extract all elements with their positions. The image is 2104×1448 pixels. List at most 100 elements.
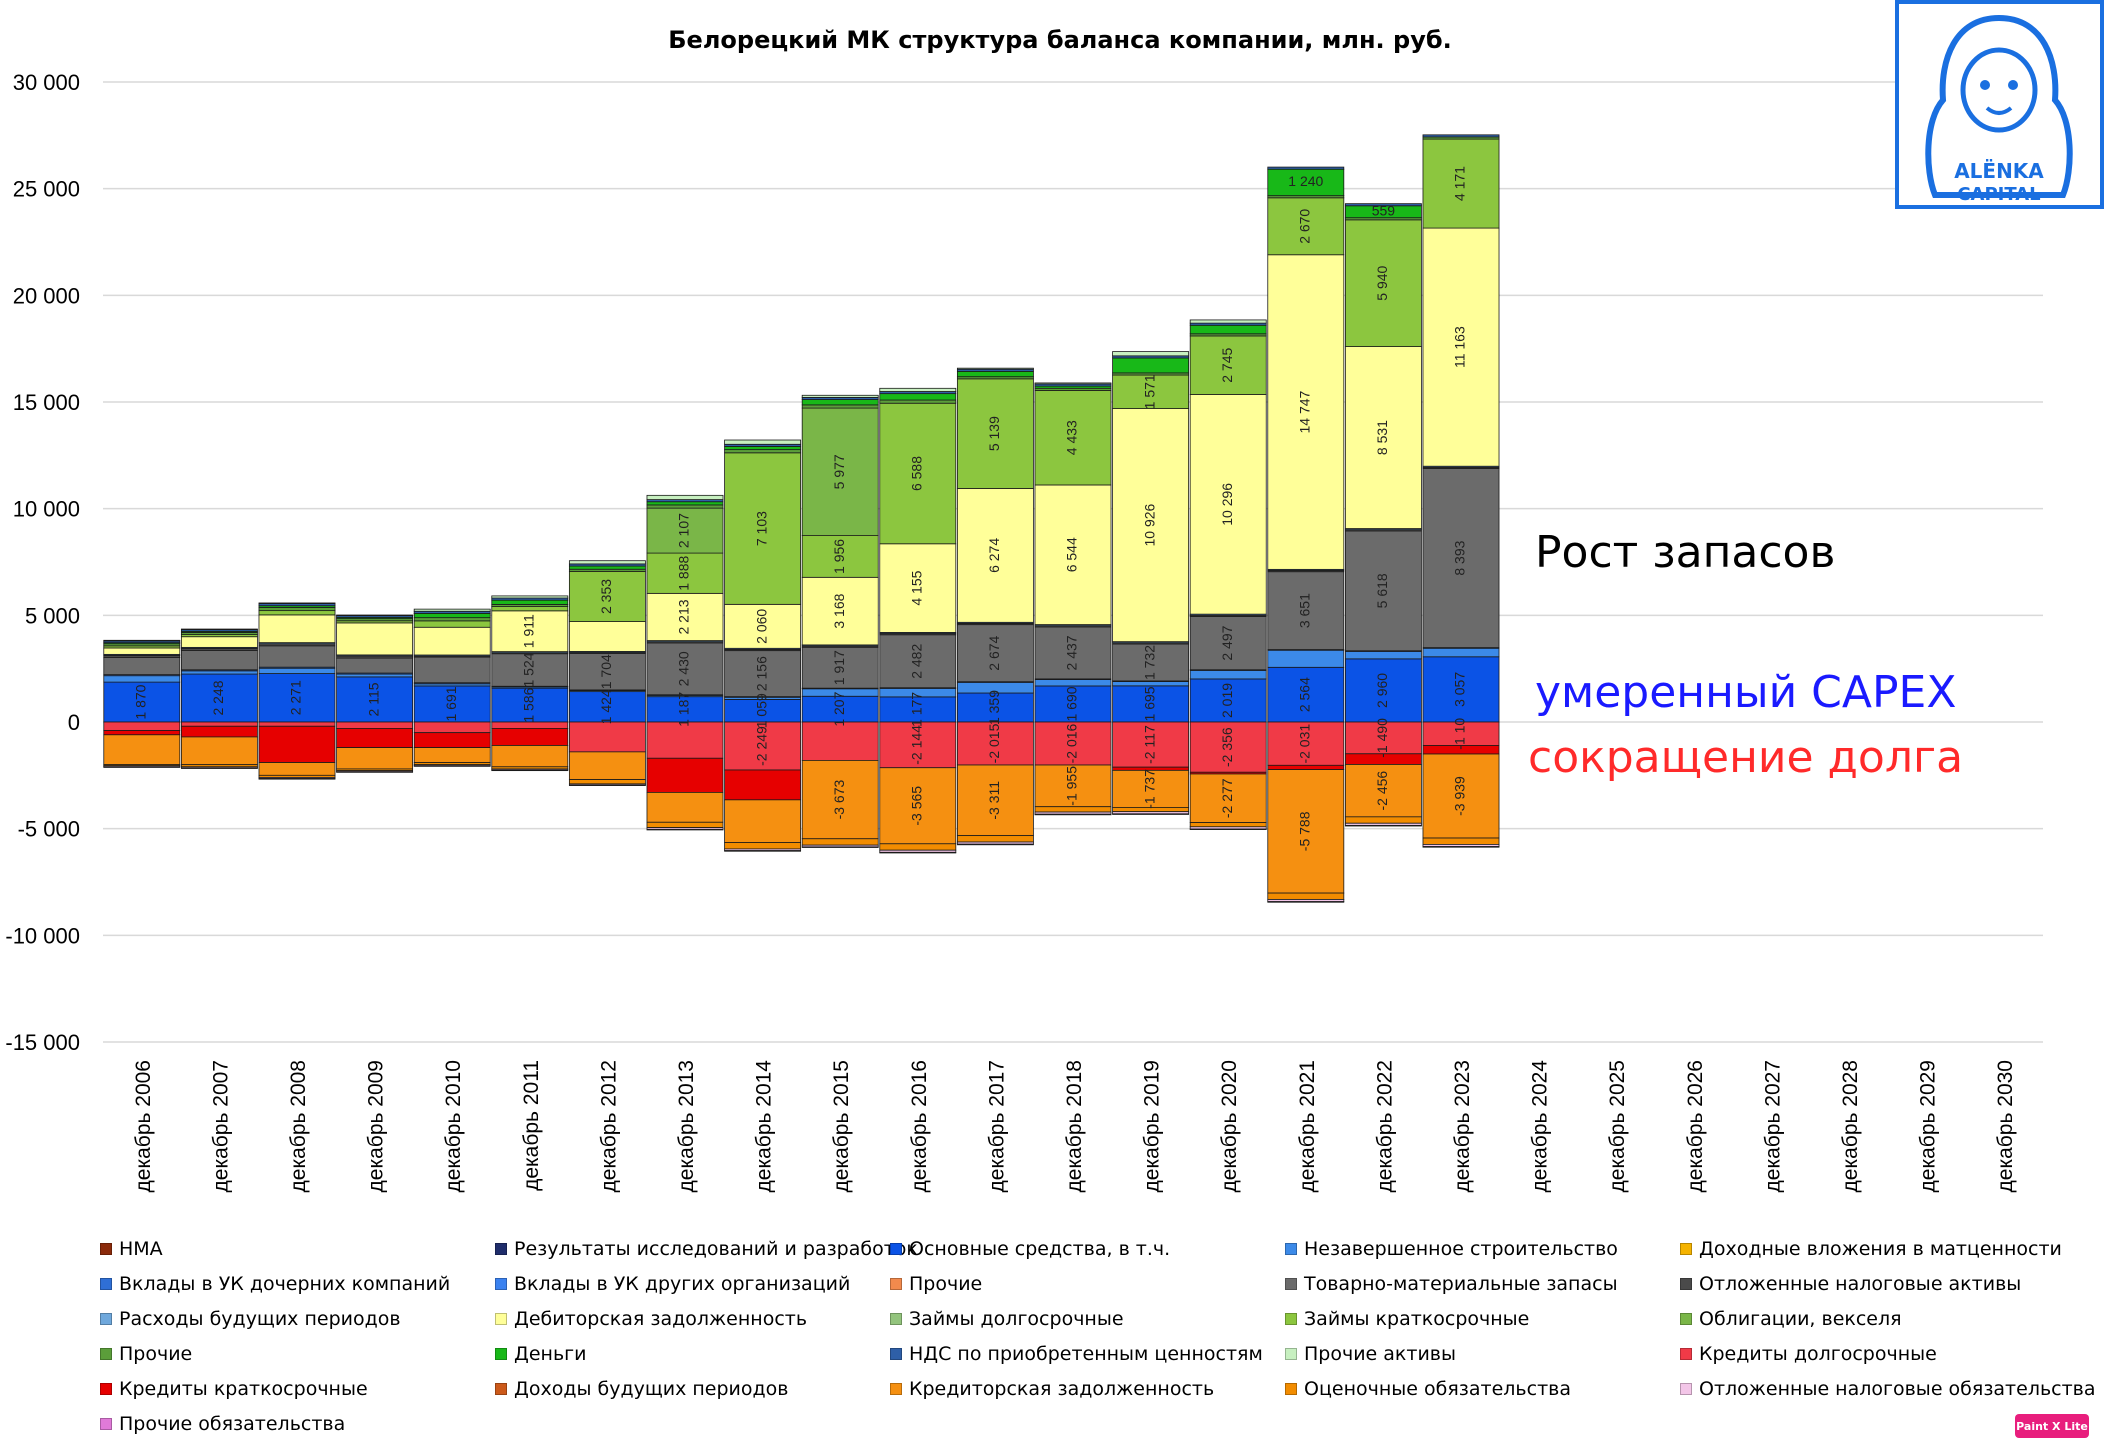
data-label: 1 359: [986, 690, 1002, 725]
x-tick-label: декабрь 2018: [1063, 1060, 1086, 1192]
data-label: 1 704: [598, 654, 614, 689]
bar-segment: [724, 446, 802, 451]
bar-segment: [491, 687, 569, 723]
data-label: 2 115: [365, 682, 381, 716]
legend-entry: Займы краткосрочные: [1285, 1304, 1680, 1333]
legend-swatch: [1680, 1312, 1692, 1325]
bar-segment: [956, 835, 1034, 843]
data-label: 1 177: [909, 692, 925, 727]
bar-segment: [646, 504, 724, 509]
legend-entry: Доходные вложения в матценности: [1680, 1234, 2080, 1263]
x-tick-label: декабрь 2019: [1141, 1060, 1164, 1192]
legend-swatch: [495, 1312, 507, 1325]
bar-segment: [956, 378, 1034, 489]
data-label: 2 156: [753, 656, 769, 691]
bar-segment: [724, 842, 802, 850]
data-label: -3 311: [986, 781, 1002, 820]
bar-segment: [258, 610, 336, 616]
data-label: -1 490: [1374, 718, 1390, 758]
legend-swatch: [1680, 1277, 1692, 1290]
data-label: -5 788: [1297, 811, 1313, 851]
legend-label: Прочие активы: [1304, 1342, 1457, 1365]
data-label: -2 031: [1297, 724, 1313, 764]
bar-segment: [1189, 319, 1267, 324]
x-tick-label: декабрь 2011: [520, 1060, 543, 1191]
alenka-capital-logo: ALЁNKA CAPITAL: [1895, 0, 2104, 209]
data-label: -2 277: [1219, 778, 1235, 818]
bar-segment: [956, 367, 1034, 370]
bar-segment: [1422, 753, 1500, 839]
legend-entry: НМА: [100, 1234, 495, 1263]
legend-swatch: [100, 1382, 112, 1395]
legend-label: НМА: [119, 1237, 163, 1260]
bar-segment: [956, 624, 1034, 683]
data-label: 5 977: [831, 454, 847, 489]
bar-segment: [1267, 892, 1345, 900]
bar-segment: [258, 721, 336, 727]
bar-segment: [491, 599, 569, 605]
legend-label: Оценочные обязательства: [1304, 1377, 1571, 1400]
legend-entry: Кредиторская задолженность: [890, 1374, 1285, 1403]
bar-segment: [1267, 666, 1345, 723]
bar-segment: [1112, 357, 1190, 374]
legend-swatch: [1680, 1382, 1692, 1395]
bar-segment: [1267, 197, 1345, 256]
legend-label: НДС по приобретенным ценностям: [909, 1342, 1263, 1365]
bar-segment: [568, 784, 646, 786]
legend-label: Кредиторская задолженность: [909, 1377, 1215, 1400]
legend-entry: Кредиты краткосрочные: [100, 1374, 495, 1403]
bar-segment: [180, 650, 258, 671]
legend-label: Отложенные налоговые активы: [1699, 1272, 2022, 1295]
annotation: умеренный CAPEX: [1535, 667, 1956, 718]
bar-segment: [1344, 764, 1422, 818]
bar-segment: [568, 751, 646, 780]
legend-swatch: [1680, 1347, 1692, 1360]
bar-segment: [956, 764, 1034, 837]
x-tick-label: декабрь 2026: [1684, 1060, 1707, 1192]
data-label: 2 060: [753, 609, 769, 644]
bar-segment: [336, 747, 414, 770]
bar-segment: [956, 843, 1034, 846]
legend-entry: Оценочные обязательства: [1285, 1374, 1680, 1403]
bar-segment: [1034, 764, 1112, 808]
bar-segment: [724, 439, 802, 445]
data-label: 1 059: [753, 693, 769, 728]
data-label: 1 240: [1288, 173, 1323, 189]
bar-segment: [491, 653, 569, 687]
bar-segment: [1112, 681, 1190, 687]
legend-label: Прочие обязательства: [119, 1412, 346, 1435]
data-label: 7 103: [753, 511, 769, 546]
bar-segment: [258, 762, 336, 776]
bar-segment: [413, 685, 491, 723]
bar-segment: [1344, 650, 1422, 660]
data-label: -3 565: [909, 786, 925, 826]
logo-text-line1: ALЁNKA: [1954, 159, 2044, 183]
data-label: 8 393: [1452, 540, 1468, 575]
legend-entry: Вклады в УК дочерних компаний: [100, 1269, 495, 1298]
legend-label: Прочие: [909, 1272, 983, 1295]
bar-segment: [801, 576, 879, 646]
bars: [103, 134, 1500, 903]
bar-segment: [258, 607, 336, 612]
legend-entry: Прочие активы: [1285, 1339, 1680, 1368]
data-label: 1 690: [1064, 686, 1080, 721]
bar-segment: [1034, 685, 1112, 723]
bar-segment: [1112, 408, 1190, 643]
bar-segment: [646, 501, 724, 506]
legend-label: Облигации, векселя: [1699, 1307, 1902, 1330]
legend-swatch: [100, 1277, 112, 1290]
legend-entry: НДС по приобретенным ценностям: [890, 1339, 1285, 1368]
data-label: 2 107: [676, 513, 692, 548]
bar-segment: [336, 721, 414, 729]
data-label: 3 168: [831, 593, 847, 628]
bar-segment: [1112, 769, 1190, 808]
bar-segment: [180, 636, 258, 648]
x-tick-label: декабрь 2029: [1917, 1060, 1940, 1192]
bar-segment: [1267, 901, 1345, 903]
y-tick-label: 25 000: [13, 177, 80, 202]
y-tick-label: 5 000: [25, 603, 80, 628]
x-tick-label: декабрь 2007: [209, 1060, 232, 1192]
bar-segment: [1112, 721, 1190, 768]
legend-label: Вклады в УК дочерних компаний: [119, 1272, 451, 1295]
data-label: 1 917: [831, 650, 847, 685]
